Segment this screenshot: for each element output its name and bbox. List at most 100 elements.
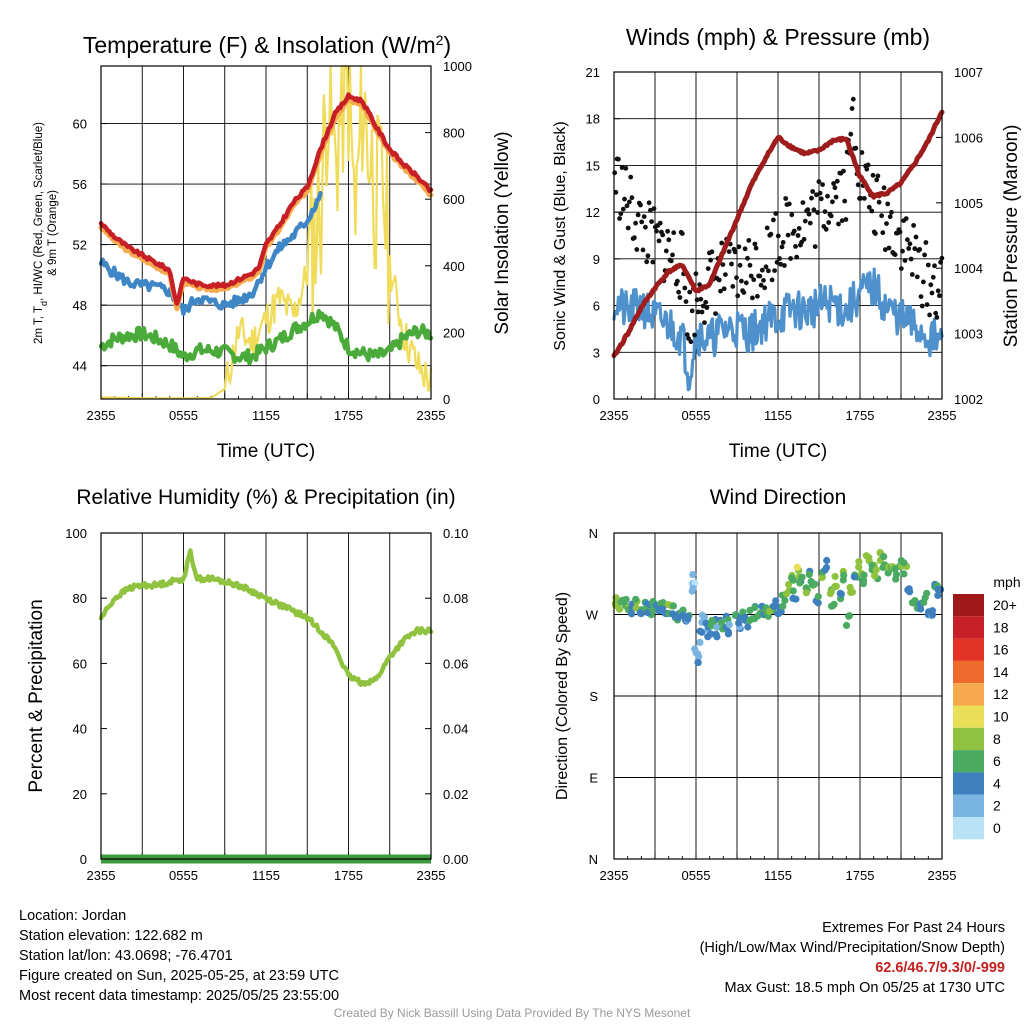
gust-point <box>748 273 754 279</box>
wind-y-tick-label: 6 <box>593 299 600 314</box>
gust-point <box>912 246 918 252</box>
direction-point <box>704 633 712 641</box>
gust-point <box>906 246 912 251</box>
dir-x-tick-label: 2355 <box>600 868 629 883</box>
legend-swatch <box>953 616 984 639</box>
gust-point <box>708 257 713 263</box>
gust-point <box>874 177 880 183</box>
temp-x-tick-label: 1155 <box>252 408 280 423</box>
gust-point <box>785 232 791 238</box>
gust-point <box>830 199 835 205</box>
direction-point <box>884 569 892 577</box>
legend-label: 14 <box>993 664 1009 680</box>
direction-point <box>880 553 888 561</box>
temp-y-tick-label: 52 <box>73 238 87 253</box>
rh-y2-tick-label: 0.00 <box>443 852 468 867</box>
direction-point <box>717 618 726 626</box>
gust-point <box>719 240 725 246</box>
gust-point <box>666 237 672 243</box>
rh-y-tick-label: 20 <box>73 787 87 802</box>
gust-point <box>705 266 711 271</box>
temp-ylabel-right: Solar Insolation (Yellow) <box>492 131 513 334</box>
temp-y2-tick-label: 200 <box>443 325 465 340</box>
gust-point <box>918 294 924 299</box>
direction-point <box>814 592 822 601</box>
dir-x-tick-label: 0555 <box>682 868 711 883</box>
rh-y-tick-label: 0 <box>80 852 87 867</box>
direction-point <box>649 606 657 615</box>
gust-point <box>814 192 819 198</box>
gust-point <box>768 231 774 237</box>
direction-point <box>632 595 640 603</box>
gust-point <box>820 182 825 188</box>
rh-x-tick-label: 2355 <box>417 868 446 883</box>
gust-point <box>772 268 777 273</box>
gust-point <box>774 259 780 265</box>
direction-panel-title: Wind Direction <box>710 486 847 509</box>
gust-point <box>884 221 889 227</box>
gust-point <box>841 168 846 174</box>
gust-point <box>734 275 739 281</box>
gust-point <box>743 280 749 286</box>
gust-point <box>764 225 770 231</box>
direction-point <box>683 613 692 621</box>
gust-point <box>794 254 800 260</box>
temp-y-tick-label: 56 <box>73 177 87 192</box>
gust-point <box>613 189 619 195</box>
direction-point <box>783 590 791 598</box>
gust-point <box>746 238 752 243</box>
gust-point <box>616 156 621 162</box>
gust-point <box>720 262 726 267</box>
gust-point <box>793 244 798 249</box>
temp-x-tick-label: 0555 <box>169 408 198 423</box>
wind-y2-tick-label: 1002 <box>954 392 983 407</box>
temp-y-tick-label: 48 <box>73 298 87 313</box>
gust-point <box>634 247 640 252</box>
gust-point <box>643 224 648 230</box>
gust-point <box>897 229 903 235</box>
pressure-line <box>611 109 945 359</box>
temp-x-tick-label: 2355 <box>417 408 446 423</box>
rh-panel-title: Relative Humidity (%) & Precipitation (i… <box>76 486 455 509</box>
gust-point <box>679 231 685 236</box>
gust-point <box>656 238 662 244</box>
gust-point <box>855 182 861 188</box>
gust-point <box>873 231 878 236</box>
rh-y-tick-label: 100 <box>65 526 87 541</box>
legend-label: 8 <box>993 731 1001 747</box>
gust-point <box>644 259 650 265</box>
gust-point <box>633 220 638 226</box>
gust-point <box>921 279 926 285</box>
gust-point <box>848 131 854 137</box>
gust-point <box>917 247 923 252</box>
wind-ylabel-left: Sonic Wind & Gust (Blue, Black) <box>552 121 569 350</box>
direction-point <box>691 579 699 587</box>
direction-point <box>773 602 781 610</box>
dewpoint-line <box>98 308 434 366</box>
gust-point <box>665 228 670 234</box>
gust-point <box>809 195 814 201</box>
gust-point <box>736 244 742 250</box>
legend-swatch <box>953 638 984 661</box>
gust-point <box>737 262 743 268</box>
gust-point <box>654 228 659 234</box>
gust-point <box>752 241 758 247</box>
gust-point <box>632 235 637 241</box>
wind-y-tick-label: 21 <box>586 65 600 80</box>
legend-label: 10 <box>993 709 1009 725</box>
wind-x-tick-label: 2355 <box>928 408 957 423</box>
legend-swatch <box>953 683 984 706</box>
gust-point <box>780 240 786 245</box>
gust-point <box>858 195 864 201</box>
gust-point <box>730 284 736 289</box>
gust-point <box>688 339 694 345</box>
gust-point <box>839 218 845 224</box>
gust-point <box>732 249 738 255</box>
direction-point <box>805 570 813 579</box>
gust-point <box>898 266 904 271</box>
gust-point <box>907 241 913 247</box>
location-text: Location: Jordan <box>19 908 127 924</box>
gust-point <box>686 336 691 341</box>
legend-label: 12 <box>993 686 1009 702</box>
dir-y-tick-label: N <box>589 852 598 867</box>
